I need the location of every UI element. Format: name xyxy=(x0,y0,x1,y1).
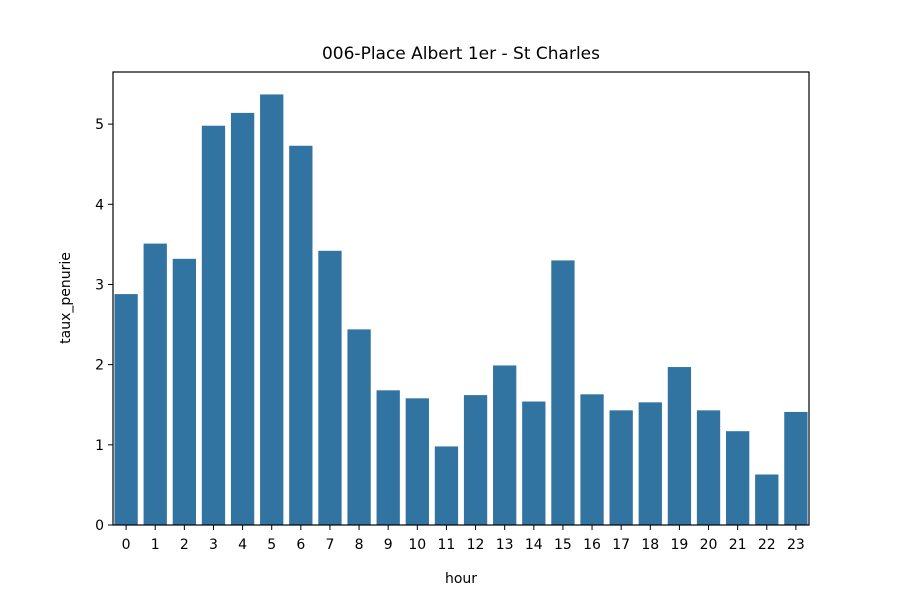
bar-hour-20 xyxy=(696,410,721,525)
bar-hour-13 xyxy=(493,365,517,525)
bar-hour-1 xyxy=(143,243,167,525)
bar-hour-12 xyxy=(463,395,488,525)
y-axis: 0 1 2 3 4 5 xyxy=(95,117,113,534)
x-axis: 0 1 2 3 4 5 6 7 8 9 10 11 12 13 14 15 16 17 18 19 20 21 22 23 xyxy=(122,525,805,553)
chart-title: 006-Place Albert 1er - St Charles xyxy=(322,44,600,64)
bars-group xyxy=(114,94,808,526)
x-tick-label: 13 xyxy=(496,537,514,553)
bar-hour-3 xyxy=(201,125,226,525)
bar-hour-21 xyxy=(726,431,750,525)
x-tick-label: 0 xyxy=(122,537,131,553)
x-tick-label: 16 xyxy=(583,537,601,553)
x-tick-label: 14 xyxy=(525,537,543,553)
x-tick-label: 8 xyxy=(355,537,364,553)
y-tick-label: 3 xyxy=(95,277,104,293)
bar-hour-9 xyxy=(376,390,400,525)
x-tick-label: 21 xyxy=(729,537,747,553)
x-tick-label: 2 xyxy=(180,537,189,553)
bar-hour-14 xyxy=(522,401,546,525)
x-tick-label: 17 xyxy=(612,537,630,553)
x-tick-label: 10 xyxy=(408,537,426,553)
x-tick-label: 19 xyxy=(670,537,688,553)
bar-hour-4 xyxy=(230,112,255,525)
bar-hour-15 xyxy=(551,260,575,525)
x-tick-label: 23 xyxy=(787,537,805,553)
bar-hour-5 xyxy=(260,94,284,525)
x-tick-label: 15 xyxy=(554,537,572,553)
y-tick-label: 2 xyxy=(95,358,104,374)
bar-hour-19 xyxy=(667,367,692,525)
bar-hour-2 xyxy=(172,258,196,525)
bar-hour-10 xyxy=(405,398,429,525)
bar-hour-17 xyxy=(609,410,633,525)
bar-hour-7 xyxy=(318,250,342,526)
x-tick-label: 3 xyxy=(209,537,218,553)
plot-frame xyxy=(112,71,810,526)
y-tick-label: 1 xyxy=(95,438,104,454)
bar-hour-8 xyxy=(347,329,371,525)
x-tick-label: 7 xyxy=(325,537,334,553)
y-tick-label: 0 xyxy=(95,518,104,534)
bar-hour-23 xyxy=(784,411,808,525)
bar-hour-11 xyxy=(434,446,459,525)
bar-hour-6 xyxy=(289,145,313,525)
x-tick-label: 9 xyxy=(384,537,393,553)
x-tick-label: 4 xyxy=(238,537,247,553)
x-tick-label: 22 xyxy=(758,537,776,553)
x-tick-label: 11 xyxy=(438,537,456,553)
y-tick-label: 5 xyxy=(95,117,104,133)
x-tick-label: 5 xyxy=(267,537,276,553)
x-axis-label: hour xyxy=(445,571,477,587)
bar-hour-22 xyxy=(755,474,779,525)
bar-hour-0 xyxy=(114,294,138,525)
y-axis-label: taux_penurie xyxy=(58,252,74,344)
x-tick-label: 6 xyxy=(296,537,305,553)
x-tick-label: 1 xyxy=(151,537,160,553)
x-tick-label: 20 xyxy=(700,537,718,553)
bar-hour-18 xyxy=(638,402,662,525)
x-tick-label: 18 xyxy=(641,537,659,553)
bar-hour-16 xyxy=(580,394,604,525)
x-tick-label: 12 xyxy=(467,537,485,553)
y-tick-label: 4 xyxy=(95,197,104,213)
